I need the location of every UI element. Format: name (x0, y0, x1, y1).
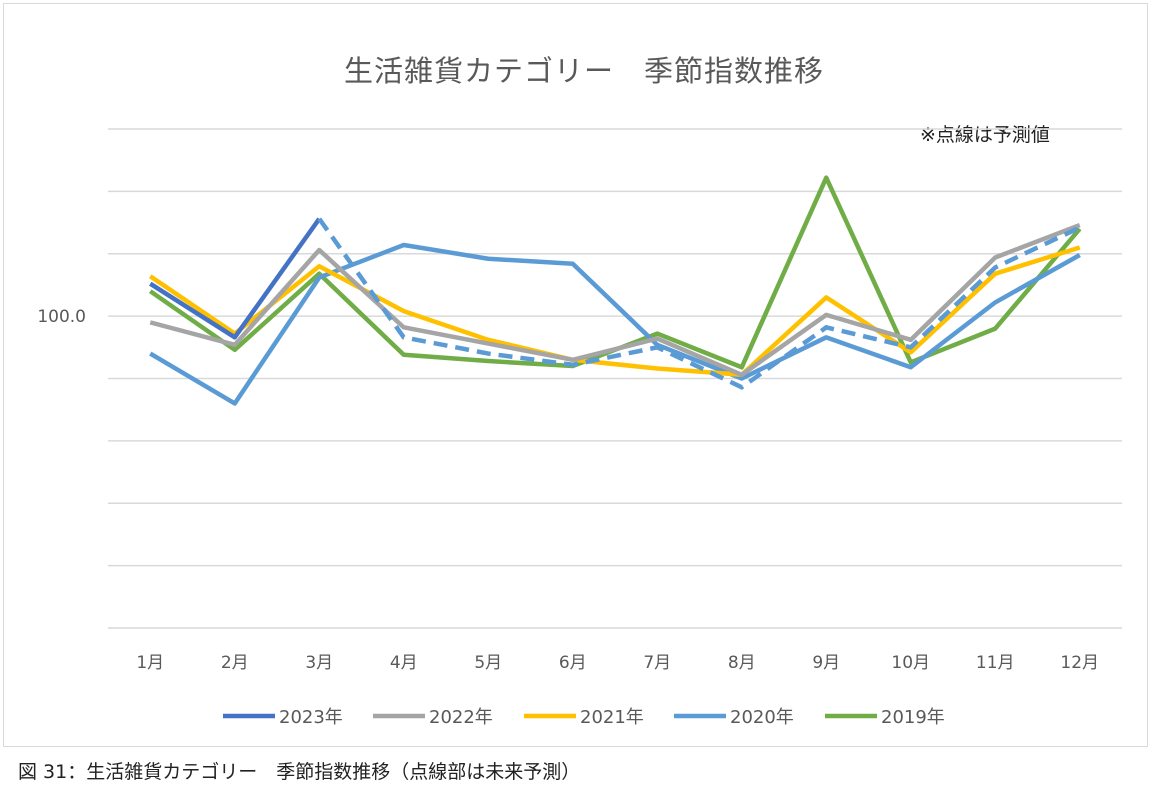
x-tick-label: 1月 (136, 653, 164, 673)
series-line-2021年 (148, 245, 1081, 378)
legend-label: 2020年 (730, 707, 794, 728)
x-tick-label: 3月 (305, 653, 333, 673)
figure-caption: 図 31：生活雑貨カテゴリー 季節指数推移（点線部は未来予測） (18, 761, 581, 783)
x-tick-label: 10月 (891, 653, 930, 673)
x-tick-label: 5月 (474, 653, 502, 673)
x-tick-label: 9月 (812, 653, 840, 673)
x-tick-label: 11月 (976, 653, 1015, 673)
x-tick-label: 12月 (1060, 653, 1099, 673)
legend-label: 2021年 (580, 707, 644, 728)
forecast-dashed-line (317, 217, 1081, 390)
series-line-2022年 (149, 222, 1081, 378)
legend-label: 2022年 (429, 707, 493, 728)
x-tick-label: 2月 (221, 653, 249, 673)
series-line-2020年 (149, 242, 1081, 406)
legend-label: 2023年 (279, 707, 343, 728)
x-tick-label: 8月 (728, 653, 756, 673)
x-tick-label: 7月 (643, 653, 671, 673)
x-tick-label: 6月 (559, 653, 587, 673)
chart-title: 生活雑貨カテゴリー 季節指数推移 (343, 54, 824, 88)
legend-label: 2019年 (881, 707, 945, 728)
x-tick-label: 4月 (390, 653, 418, 673)
series-line-2019年 (148, 175, 1082, 370)
y-tick-label: 100.0 (37, 307, 86, 327)
series-line-2023年 (149, 217, 322, 340)
chart-frame (3, 3, 1148, 747)
